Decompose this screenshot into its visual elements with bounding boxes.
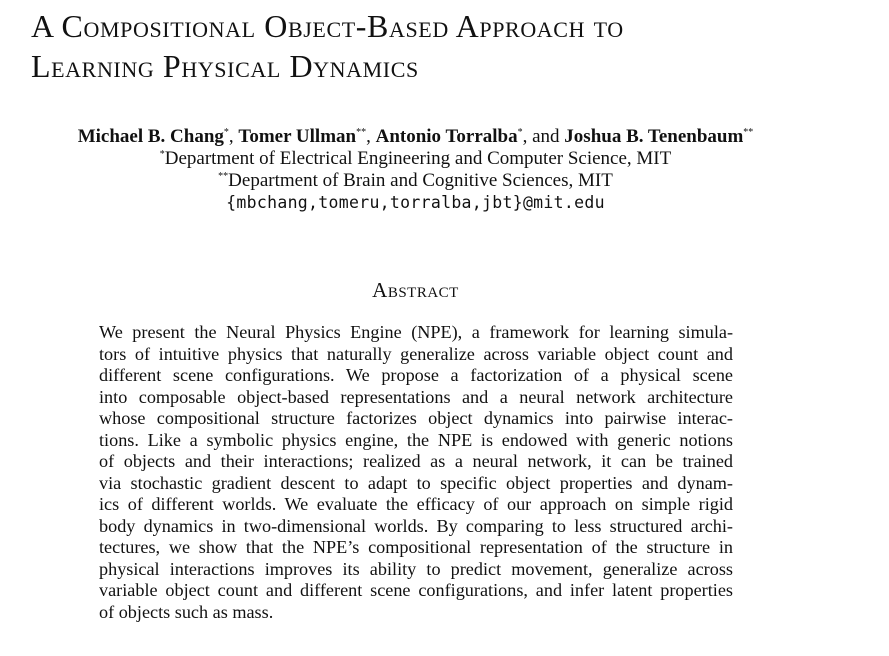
author-name: Joshua B. Tenenbaum [564,126,744,147]
abstract-line: variable object count and different scen… [99,580,733,600]
author-list: Michael B. Chang*, Tomer Ullman**, Anton… [0,126,831,148]
author-block: Michael B. Chang*, Tomer Ullman**, Anton… [0,126,831,214]
title-line-1: A Compositional Object-Based Approach to [31,8,624,44]
abstract-line: into composable object-based representat… [99,386,733,407]
author-email: {mbchang,tomeru,torralba,jbt}@mit.edu [226,193,605,212]
author-mark: ** [743,127,754,138]
author-name: Antonio Torralba [375,126,518,147]
abstract-line: via stochastic gradient descent to adapt… [99,472,733,493]
abstract-line: body dynamics in two-dimensional worlds.… [99,515,733,536]
affiliation-text: Department of Brain and Cognitive Scienc… [228,170,613,191]
affiliation: **Department of Brain and Cognitive Scie… [0,170,831,192]
affiliation-mark: ** [218,171,229,182]
abstract-line: ics of different worlds. We evaluate the… [99,494,733,514]
abstract-line: of objects such as mass. [99,601,274,622]
abstract-line: physical interactions improves its abili… [99,558,733,579]
affiliation-mark: * [159,149,165,160]
author-separator: , [366,126,376,147]
abstract-line: of objects and their interactions; reali… [99,451,733,471]
affiliation-text: Department of Electrical Engineering and… [164,148,672,169]
abstract-line: We present the Neural Physics Engine (NP… [99,322,733,342]
author-mark: ** [356,127,367,138]
author-name: Tomer Ullman [238,126,357,147]
author-name: Michael B. Chang [77,126,224,147]
author-mark: * [223,127,229,138]
title-line-2: Learning Physical Dynamics [31,48,419,84]
abstract-line: tectures, we show that the NPE’s composi… [99,537,733,557]
affiliation: *Department of Electrical Engineering an… [0,148,831,170]
author-separator: , and [522,126,565,147]
abstract-line: whose compositional structure factorizes… [99,408,733,428]
abstract-body: We present the Neural Physics Engine (NP… [99,322,733,623]
abstract-line: different scene configurations. We propo… [99,365,733,385]
abstract-line: tions. Like a symbolic physics engine, t… [99,429,733,450]
abstract-line: tors of intuitive physics that naturally… [99,343,733,364]
author-separator: , [228,126,239,147]
abstract-heading: Abstract [372,278,459,302]
author-mark: * [517,127,523,138]
paper-title: A Compositional Object-Based Approach to… [31,6,871,86]
